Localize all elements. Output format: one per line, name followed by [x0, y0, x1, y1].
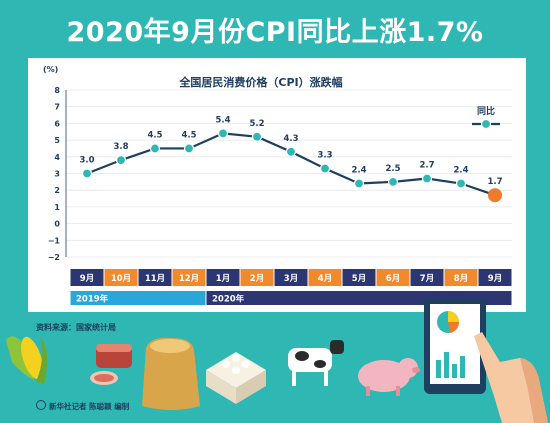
cow-icon	[288, 340, 344, 386]
chart-panel: 8 7 6 5 4 3 2 1 0 −1 −2 3.0 3.8 4.5 4.5 5.4 5.2 4.3 3.3 2.…	[28, 58, 526, 312]
month-cell	[172, 269, 206, 286]
data-point	[387, 176, 399, 187]
month-cell	[206, 269, 240, 286]
legend-marker	[480, 118, 492, 130]
data-label: 2.7	[419, 161, 434, 171]
data-point	[285, 146, 297, 157]
data-source: 资料来源：国家统计局	[36, 323, 116, 332]
x-tick-label: 7月	[420, 274, 434, 284]
data-point	[81, 168, 93, 179]
data-point	[251, 131, 263, 142]
month-cell	[376, 269, 410, 286]
cpi-line-chart: 8 7 6 5 4 3 2 1 0 −1 −2 3.0 3.8 4.5 4.5 5.4 5.2 4.3 3.3 2.…	[43, 65, 512, 305]
x-tick-label: 5月	[352, 274, 366, 284]
month-cell	[274, 269, 308, 286]
month-cell	[342, 269, 376, 286]
data-label: 3.0	[79, 156, 94, 166]
ham-icon	[90, 344, 132, 385]
month-cell	[240, 269, 274, 286]
data-label: 2.4	[453, 166, 468, 176]
x-tick-label: 11月	[145, 274, 165, 284]
data-label: 3.8	[113, 142, 128, 152]
data-label: 4.5	[181, 130, 196, 140]
x-tick-label: 10月	[111, 274, 131, 284]
corn-icon	[6, 336, 48, 384]
y-tick-label: 3	[54, 170, 60, 179]
y-tick-label: 4	[54, 153, 60, 162]
x-tick-label: 9月	[80, 274, 94, 284]
credit-text: 新华社记者 陈聪颖 编制	[49, 402, 130, 411]
credit-line: 新华社记者 陈聪颖 编制	[36, 400, 129, 412]
eggs-icon	[206, 352, 266, 404]
agency-logo-icon	[36, 400, 46, 410]
data-point	[115, 155, 127, 166]
y-axis-unit: (%)	[43, 65, 58, 74]
year-label: 2020年	[212, 294, 245, 305]
x-tick-label: 1月	[216, 274, 230, 284]
month-cell	[410, 269, 444, 286]
x-tick-label: 4月	[318, 274, 332, 284]
data-point	[421, 173, 433, 184]
y-tick-label: 8	[54, 86, 60, 95]
data-label: 1.7	[487, 177, 502, 187]
tablet-chart-icon	[424, 300, 486, 394]
pig-icon	[358, 358, 420, 396]
pointing-hand-icon	[474, 332, 548, 423]
data-point	[455, 178, 467, 189]
data-label: 5.4	[215, 115, 230, 125]
data-point	[183, 143, 195, 154]
grain-sack-icon	[142, 337, 200, 410]
y-tick-label: −2	[48, 253, 60, 262]
month-cell	[444, 269, 478, 286]
data-label: 2.4	[351, 166, 366, 176]
illustration-strip	[6, 300, 548, 423]
data-point	[488, 188, 502, 203]
data-point	[319, 163, 331, 174]
month-cell	[478, 269, 512, 286]
data-label: 2.5	[385, 164, 400, 174]
x-tick-label: 6月	[386, 274, 400, 284]
y-tick-label: 7	[54, 103, 60, 112]
headline: 2020年9月份CPI同比上涨1.7%	[66, 17, 484, 48]
y-tick-label: 6	[54, 119, 60, 128]
legend-label: 同比	[477, 105, 495, 117]
x-tick-label: 12月	[179, 274, 199, 284]
data-point	[353, 178, 365, 189]
x-tick-label: 2月	[250, 274, 264, 284]
y-tick-label: −1	[48, 236, 61, 245]
data-point	[217, 128, 229, 139]
data-label: 4.5	[147, 130, 162, 140]
y-tick-label: 5	[54, 136, 60, 145]
data-label: 5.2	[249, 119, 264, 129]
y-tick-label: 2	[54, 186, 60, 195]
year-label: 2019年	[76, 294, 109, 305]
x-tick-label: 8月	[454, 274, 468, 284]
data-label: 4.3	[283, 134, 298, 144]
y-tick-label: 1	[54, 203, 60, 212]
data-label: 3.3	[317, 150, 332, 160]
x-tick-label: 3月	[284, 274, 298, 284]
month-cell	[138, 269, 172, 286]
data-point	[149, 143, 161, 154]
x-tick-label: 9月	[488, 274, 502, 284]
year-band	[70, 291, 206, 305]
month-cell	[104, 269, 138, 286]
month-cell	[308, 269, 342, 286]
chart-title: 全国居民消费价格（CPI）涨跌幅	[178, 75, 342, 89]
y-tick-label: 0	[54, 220, 60, 229]
month-cell	[70, 269, 104, 286]
